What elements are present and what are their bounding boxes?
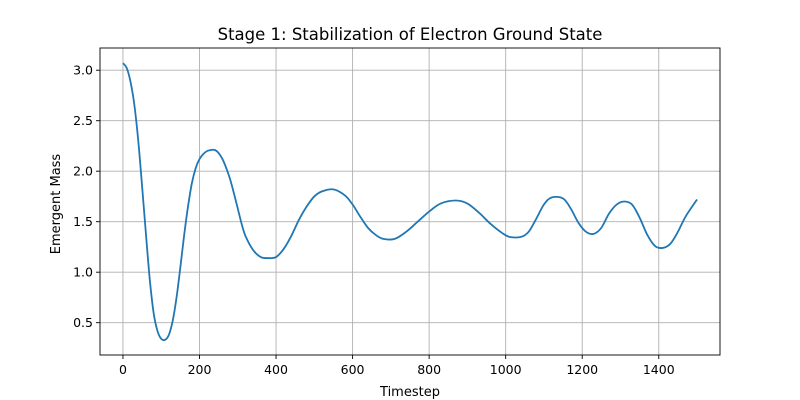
x-tick-label: 400 <box>264 362 288 377</box>
series-line <box>122 62 698 342</box>
y-tick-label: 1.0 <box>73 265 93 280</box>
x-tick-label: 1000 <box>490 362 522 377</box>
axes: 0 200 400 600 800 1000 1200 1400 0.5 1.0 1.5 2.0 2.5… <box>73 47 721 377</box>
x-tick-label: 0 <box>119 362 127 377</box>
chart-title: Stage 1: Stabilization of Electron Groun… <box>218 25 603 44</box>
x-tick-label: 200 <box>188 362 212 377</box>
y-axis-label: Emergent Mass <box>49 154 64 255</box>
y-tick-label: 0.5 <box>73 315 93 330</box>
grid <box>100 48 720 355</box>
y-tick-label: 1.5 <box>73 214 93 229</box>
x-tick-label: 1200 <box>566 362 598 377</box>
plot-area <box>122 62 698 342</box>
x-tick-label: 600 <box>341 362 365 377</box>
x-tick-label: 1400 <box>643 362 675 377</box>
x-axis-label: Timestep <box>379 385 440 400</box>
x-tick-label: 800 <box>417 362 441 377</box>
y-tick-label: 2.5 <box>73 113 93 128</box>
plot-frame <box>99 47 721 356</box>
y-tick-label: 3.0 <box>73 63 93 78</box>
y-tick-label: 2.0 <box>73 164 93 179</box>
